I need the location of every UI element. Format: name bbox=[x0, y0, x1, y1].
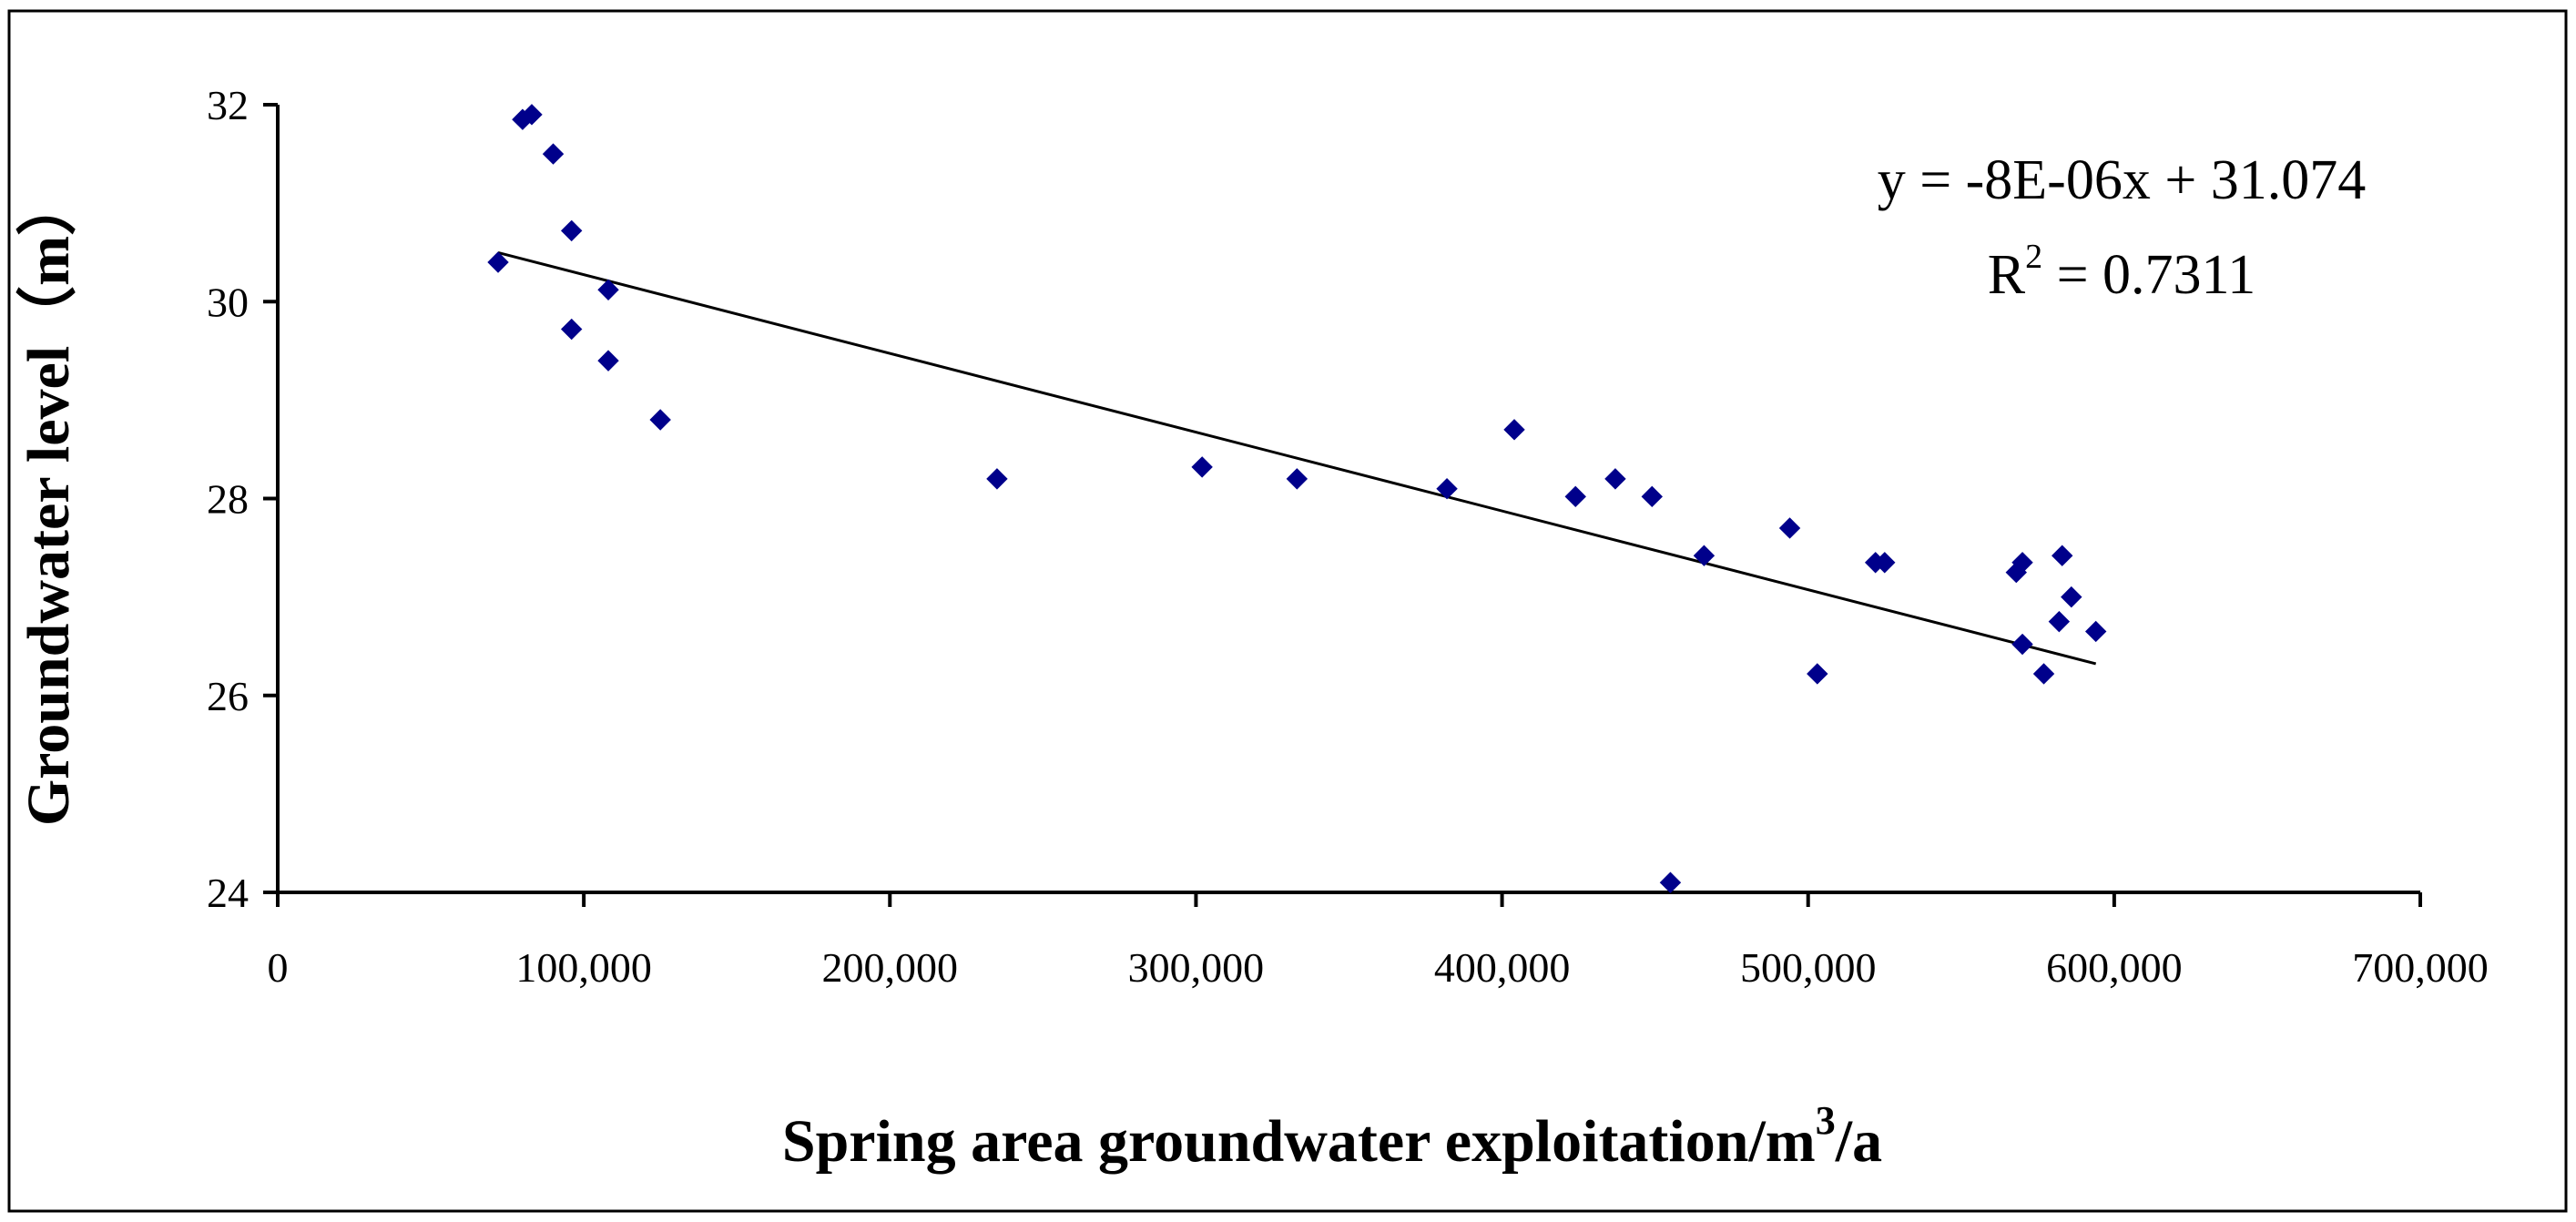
r2-superscript: 2 bbox=[2025, 238, 2042, 276]
data-point bbox=[521, 104, 543, 126]
data-point bbox=[597, 350, 619, 372]
data-points bbox=[487, 104, 2107, 893]
x-tick-label: 500,000 bbox=[1740, 944, 1877, 991]
data-point bbox=[1286, 468, 1308, 490]
r2-prefix: R bbox=[1988, 244, 2026, 306]
x-tick-label: 400,000 bbox=[1434, 944, 1571, 991]
y-tick-label: 32 bbox=[207, 82, 249, 128]
y-tick-label: 30 bbox=[207, 279, 249, 325]
data-point bbox=[1807, 663, 1828, 685]
data-point bbox=[1659, 871, 1682, 893]
y-tick-label: 26 bbox=[207, 673, 249, 719]
data-point bbox=[1778, 517, 1801, 539]
data-point bbox=[2061, 586, 2082, 608]
x-axis-title-unit: /a bbox=[1835, 1108, 1882, 1175]
data-point bbox=[986, 468, 1008, 490]
y-tick-labels: 24 26 28 30 32 bbox=[207, 82, 249, 916]
data-point bbox=[1503, 419, 1525, 441]
y-tick-label: 24 bbox=[207, 870, 249, 916]
data-point bbox=[2011, 552, 2033, 574]
data-point bbox=[487, 251, 509, 273]
data-point bbox=[1191, 456, 1213, 478]
axes bbox=[263, 103, 2422, 907]
data-point bbox=[560, 318, 583, 341]
x-axis-title-superscript: 3 bbox=[1816, 1098, 1836, 1143]
data-point bbox=[649, 409, 671, 431]
data-point bbox=[1436, 477, 1458, 500]
r2-value: = 0.7311 bbox=[2042, 244, 2255, 306]
data-point bbox=[2011, 633, 2033, 656]
x-axis-title: Spring area groundwater exploitation/m3/… bbox=[782, 1098, 1882, 1175]
x-tick-label: 600,000 bbox=[2046, 944, 2183, 991]
data-point bbox=[597, 279, 619, 300]
data-point bbox=[1641, 485, 1663, 508]
data-point bbox=[1604, 468, 1626, 490]
x-tick-label: 300,000 bbox=[1128, 944, 1265, 991]
data-point bbox=[560, 219, 583, 242]
data-point bbox=[1564, 485, 1586, 508]
trendline-equation: y = -8E-06x + 31.074 bbox=[1878, 149, 2367, 211]
chart-border bbox=[7, 9, 2568, 1213]
x-tick-labels: 0 100,000 200,000 300,000 400,000 500,000 600,… bbox=[268, 944, 2489, 991]
y-axis-title: Groundwater level（m） bbox=[15, 176, 82, 826]
data-point bbox=[542, 143, 565, 165]
y-tick-label: 28 bbox=[207, 476, 249, 523]
data-point bbox=[2084, 620, 2107, 643]
data-point bbox=[2048, 610, 2071, 633]
data-point bbox=[1874, 552, 1896, 574]
trendline bbox=[497, 250, 2097, 666]
r-squared-label: R2 = 0.7311 bbox=[1988, 238, 2256, 306]
x-tick-label: 0 bbox=[268, 944, 289, 991]
x-tick-label: 200,000 bbox=[822, 944, 959, 991]
data-point bbox=[2052, 545, 2073, 566]
data-point bbox=[2032, 663, 2055, 685]
x-tick-label: 700,000 bbox=[2352, 944, 2489, 991]
data-point bbox=[1693, 545, 1716, 566]
x-axis-title-main: Spring area groundwater exploitation/m bbox=[782, 1108, 1816, 1175]
x-tick-label: 100,000 bbox=[515, 944, 652, 991]
trendline-group bbox=[497, 250, 2097, 666]
